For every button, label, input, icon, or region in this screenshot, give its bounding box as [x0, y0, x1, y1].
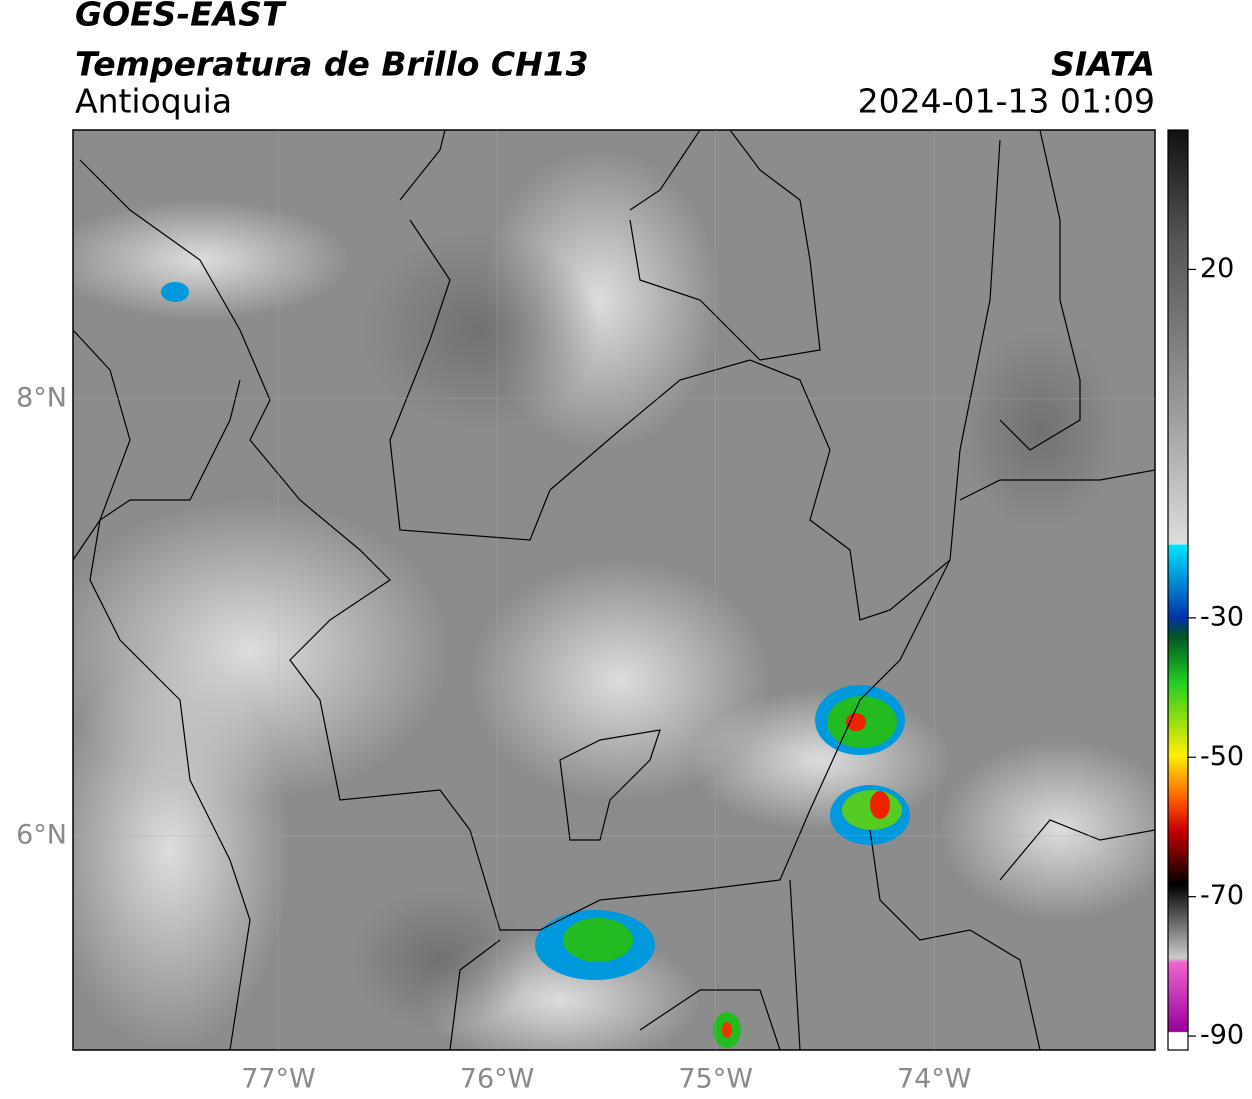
region-label: Antioquia	[75, 82, 232, 121]
x-tick-label: 74°W	[897, 1064, 972, 1095]
colorbar-tick-label: -50	[1200, 741, 1244, 772]
colorbar-tick-label: -90	[1200, 1020, 1244, 1051]
map-frame	[72, 129, 1156, 1051]
y-tick-label: 6°N	[16, 819, 67, 850]
datetime-label: 2024-01-13 01:09	[858, 82, 1155, 121]
y-tick-label: 8°N	[16, 382, 67, 413]
colorbar-tick-label: -30	[1200, 601, 1244, 632]
colorbar-tick-label: -70	[1200, 880, 1244, 911]
satellite-title: GOES-EAST	[75, 0, 287, 34]
x-tick-label: 76°W	[460, 1064, 535, 1095]
colorbar	[1167, 129, 1189, 1051]
source-label: SIATA	[1051, 45, 1155, 84]
colorbar-tick-label: 20	[1200, 253, 1234, 284]
x-tick-label: 75°W	[678, 1064, 753, 1095]
x-tick-label: 77°W	[241, 1064, 316, 1095]
map-image	[73, 130, 1155, 1050]
product-title: Temperatura de Brillo CH13	[75, 45, 589, 84]
boundaries	[73, 130, 1155, 1050]
